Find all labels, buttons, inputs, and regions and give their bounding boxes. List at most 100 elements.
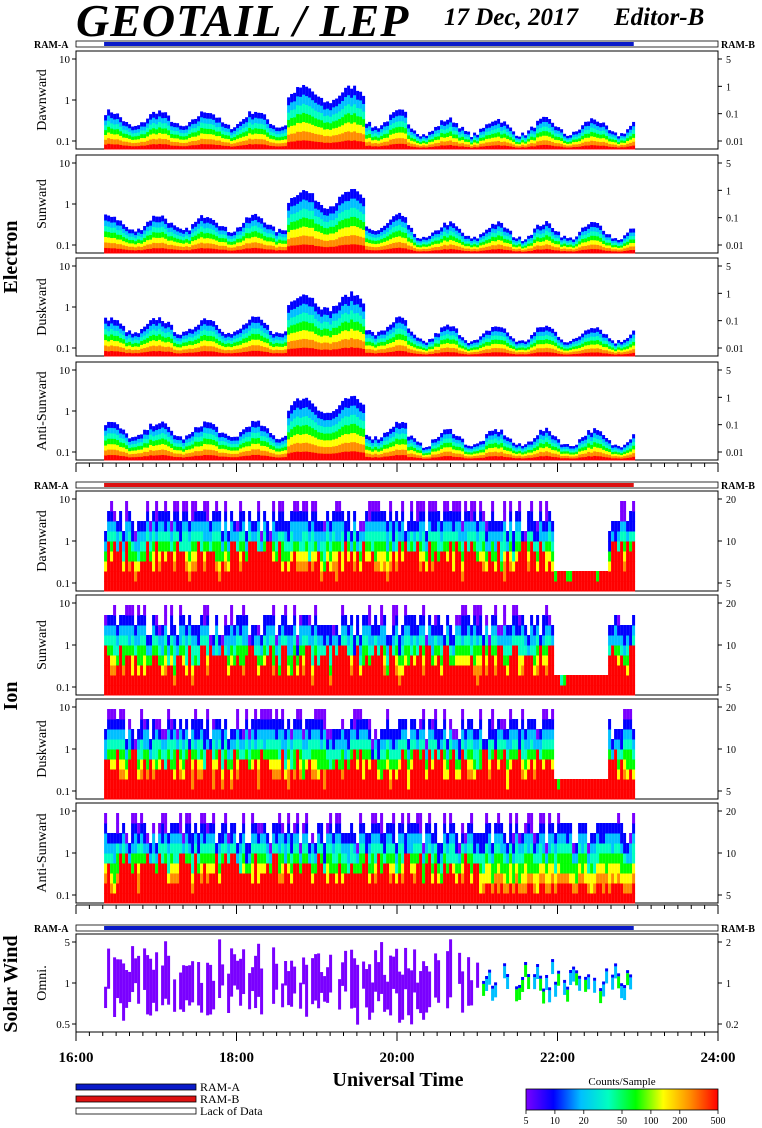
ion-anti-sunward-panel: 10 1 0.1 20 10 5 Anti-Sunward bbox=[35, 802, 736, 904]
left-tick-label: 1 bbox=[65, 199, 71, 211]
time-tick-label: 16:00 bbox=[59, 1050, 94, 1066]
right-tick-label: 20 bbox=[726, 495, 736, 506]
ion-dawnward-panel: 10 1 0.1 20 10 5 Dawnward bbox=[35, 490, 736, 592]
legend-label-ram-a: RAM-A bbox=[200, 1080, 240, 1094]
ion-ram-right-label: RAM-B bbox=[721, 481, 755, 492]
right-tick-label: 20 bbox=[726, 599, 736, 610]
right-tick-label: 0.1 bbox=[726, 421, 739, 432]
solarwind-ram-right-label: RAM-B bbox=[721, 924, 755, 935]
right-tick-label: 5 bbox=[726, 366, 731, 377]
time-tick-label: 18:00 bbox=[219, 1050, 254, 1066]
right-tick-label: 1 bbox=[726, 82, 731, 93]
panel-name-label: Anti-Sunward bbox=[35, 371, 50, 450]
solarwind-group-label: Solar Wind bbox=[0, 935, 22, 1032]
left-tick-label: 0.5 bbox=[56, 1019, 70, 1031]
colorbar-tick-label: 50 bbox=[617, 1116, 627, 1127]
left-tick-label: 1 bbox=[65, 744, 71, 756]
right-tick-label: 0.01 bbox=[726, 137, 744, 148]
panel-name-label: Dawnward bbox=[35, 510, 50, 571]
chart-editor: Editor-B bbox=[614, 4, 705, 31]
right-tick-label: 20 bbox=[726, 807, 736, 818]
right-tick-label: 5 bbox=[726, 159, 731, 170]
right-tick-label: 10 bbox=[726, 641, 736, 652]
left-tick-label: 10 bbox=[59, 158, 71, 170]
colorbar-tick-label: 10 bbox=[550, 1116, 560, 1127]
right-tick-label: 5 bbox=[726, 787, 731, 798]
right-tick-label: 10 bbox=[726, 849, 736, 860]
solarwind-ram-left-label: RAM-A bbox=[34, 924, 69, 935]
ion-ram-left-label: RAM-A bbox=[34, 481, 69, 492]
electron-group-label: Electron bbox=[0, 221, 22, 294]
panel-name-label: Omni. bbox=[35, 965, 50, 1000]
electron-anti-sunward-panel: 10 1 0.1 5 1 0.1 0.01 Anti-Sunward bbox=[35, 361, 744, 461]
colorbar: Counts/Sample 5 10 20 50 100 200 500 bbox=[524, 1076, 726, 1127]
chart-date: 17 Dec, 2017 bbox=[444, 4, 578, 31]
spectrogram-image bbox=[104, 188, 636, 254]
legend-item-ram-a: RAM-A bbox=[75, 1080, 240, 1094]
colorbar-tick-label: 200 bbox=[672, 1116, 687, 1127]
electron-group: RAM-A RAM-B Electron 10 1 0.1 5 1 0.1 0.01 Dawn… bbox=[0, 40, 755, 472]
spectrogram-image bbox=[104, 813, 636, 904]
left-tick-label: 0.1 bbox=[56, 136, 70, 148]
spectrogram-image bbox=[104, 291, 636, 357]
right-tick-label: 10 bbox=[726, 537, 736, 548]
ion-time-ticks bbox=[75, 905, 719, 914]
solarwind-ram-bar-fill bbox=[104, 926, 634, 930]
right-tick-label: 0.1 bbox=[726, 110, 739, 121]
solar-wind-group: RAM-A RAM-B Solar Wind 5 1 0.5 2 1 0.2 Omni. 1… bbox=[0, 924, 755, 1091]
electron-time-ticks bbox=[75, 463, 719, 472]
right-tick-label: 0.1 bbox=[726, 214, 739, 225]
left-tick-label: 0.1 bbox=[56, 578, 70, 590]
left-tick-label: 1 bbox=[65, 848, 71, 860]
left-tick-label: 1 bbox=[65, 978, 71, 990]
spectrogram-image bbox=[104, 501, 636, 592]
electron-ram-right-label: RAM-B bbox=[721, 40, 755, 51]
left-tick-label: 10 bbox=[59, 54, 71, 66]
ion-ram-bar-fill bbox=[104, 483, 634, 487]
legend-swatch-ram-a bbox=[75, 1083, 197, 1091]
left-tick-label: 0.1 bbox=[56, 682, 70, 694]
legend-item-lack-of-data: Lack of Data bbox=[75, 1104, 263, 1118]
electron-sunward-panel: 10 1 0.1 5 1 0.1 0.01 Sunward bbox=[35, 154, 744, 254]
left-tick-label: 0.1 bbox=[56, 240, 70, 252]
electron-dawnward-panel: 10 1 0.1 5 1 0.1 0.01 Dawnward bbox=[35, 50, 744, 150]
legend-swatch-ram-b bbox=[75, 1095, 197, 1103]
spectrogram-image bbox=[104, 605, 636, 696]
panel-name-label: Duskward bbox=[35, 278, 50, 336]
colorbar-tick-label: 20 bbox=[579, 1116, 589, 1127]
panel-name-label: Dawnward bbox=[35, 69, 50, 130]
right-tick-label: 1 bbox=[726, 186, 731, 197]
left-tick-label: 1 bbox=[65, 95, 71, 107]
panel-name-label: Sunward bbox=[35, 179, 50, 229]
panel-name-label: Sunward bbox=[35, 620, 50, 670]
electron-ram-bar-fill bbox=[104, 42, 634, 46]
right-tick-label: 5 bbox=[726, 683, 731, 694]
left-tick-label: 0.1 bbox=[56, 890, 70, 902]
left-tick-label: 0.1 bbox=[56, 343, 70, 355]
right-tick-label: 1 bbox=[726, 393, 731, 404]
right-tick-label: 1 bbox=[726, 289, 731, 300]
left-tick-label: 1 bbox=[65, 302, 71, 314]
right-tick-label: 5 bbox=[726, 55, 731, 66]
spectrogram-image bbox=[104, 84, 636, 150]
ion-duskward-panel: 10 1 0.1 20 10 5 Duskward bbox=[35, 698, 736, 800]
right-tick-label: 0.01 bbox=[726, 448, 744, 459]
colorbar-gradient bbox=[525, 1088, 719, 1111]
right-tick-label: 2 bbox=[726, 938, 731, 949]
left-tick-label: 1 bbox=[65, 536, 71, 548]
colorbar-title: Counts/Sample bbox=[588, 1076, 655, 1088]
time-tick-label: 22:00 bbox=[540, 1050, 575, 1066]
right-tick-label: 0.01 bbox=[726, 241, 744, 252]
time-tick-label: 24:00 bbox=[701, 1050, 736, 1066]
x-axis-label: Universal Time bbox=[333, 1069, 464, 1091]
right-tick-label: 0.01 bbox=[726, 344, 744, 355]
right-tick-label: 5 bbox=[726, 579, 731, 590]
colorbar-tick-label: 100 bbox=[643, 1116, 658, 1127]
spectrogram-image bbox=[104, 395, 636, 461]
solarwind-time-ticks bbox=[75, 1032, 719, 1041]
colorbar-tick-label: 500 bbox=[711, 1116, 726, 1127]
chart-title: GEOTAIL / LEP bbox=[76, 0, 410, 46]
left-tick-label: 10 bbox=[59, 494, 71, 506]
